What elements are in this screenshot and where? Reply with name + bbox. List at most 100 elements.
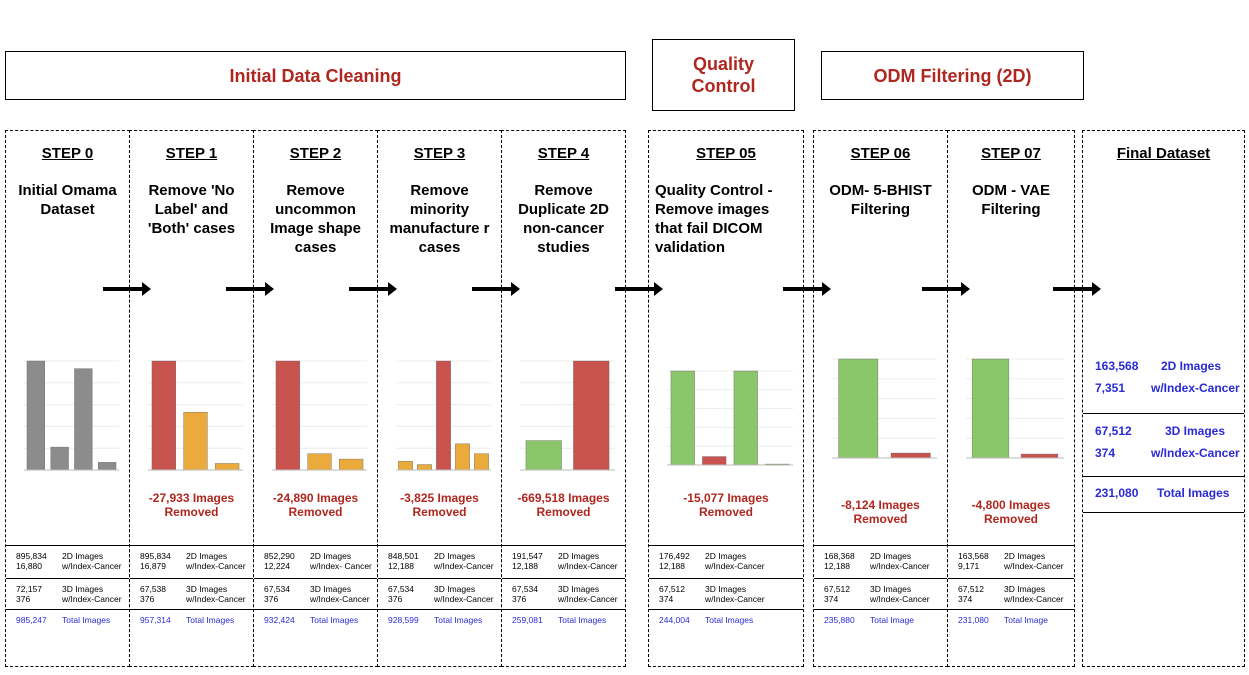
stat-label: 3D Images (558, 584, 600, 594)
stat-count: 12,224 (264, 561, 290, 571)
stats-2d-row: 895,834 2D Images 16,879 w/Index-Cancer (130, 545, 253, 571)
stat-label: 3D Images (310, 584, 352, 594)
chart-bar (455, 443, 470, 471)
chart-bar (436, 360, 451, 471)
chart-bar (398, 461, 413, 471)
step-bar-chart (148, 360, 243, 471)
stat-count: 12,188 (824, 561, 850, 571)
stat-count: 72,157 (16, 584, 42, 594)
step-title: STEP 06 (850, 145, 911, 162)
step-column-5: STEP 05 Quality Control - Remove images t… (648, 130, 804, 667)
step-column-2: STEP 2 Remove uncommon Image shape cases -… (253, 130, 378, 667)
stat-label: 3D Images (1004, 584, 1046, 594)
step-title: STEP 2 (289, 145, 342, 162)
chart-bar (183, 412, 208, 471)
stat-count: 67,512 (824, 584, 850, 594)
stat-count: 67,534 (264, 584, 290, 594)
chart-bar (733, 370, 758, 466)
chart-bar (74, 368, 93, 471)
step-description: Remove uncommon Image shape cases (270, 182, 361, 256)
stat-label: 2D Images (870, 551, 912, 561)
final-3d-cancer-count: 374 (1095, 446, 1116, 460)
stat-count: 374 (824, 594, 839, 604)
images-removed-label: -4,800 Images Removed (971, 498, 1051, 526)
step-bar-chart (272, 360, 367, 471)
total-count: 231,080 (958, 615, 989, 625)
chart-bar (275, 360, 300, 471)
total-count: 985,247 (16, 615, 47, 625)
stat-label: 2D Images (1004, 551, 1046, 561)
step-description: Remove minority manufacture r cases (389, 182, 490, 256)
stats-2d-row: 895,834 2D Images 16,880 w/Index-Cancer (6, 545, 129, 571)
stat-count: 376 (388, 594, 403, 604)
stat-label: 3D Images (870, 584, 912, 594)
stat-label: 3D Images (186, 584, 228, 594)
stat-count: 67,512 (958, 584, 984, 594)
stat-count: 16,879 (140, 561, 166, 571)
stat-count: 168,368 (824, 551, 855, 561)
stat-label: 2D Images (62, 551, 104, 561)
stats-2d-row: 191,547 2D Images 12,188 w/Index-Cancer (502, 545, 625, 571)
flow-arrow (783, 282, 831, 296)
step-bar-chart (396, 360, 491, 471)
step-column-4: STEP 4 Remove Duplicate 2D non-cancer stu… (501, 130, 626, 667)
stat-count: 9,171 (958, 561, 980, 571)
stat-count: 376 (264, 594, 279, 604)
stat-count: 67,512 (659, 584, 685, 594)
step-bar-chart (24, 360, 119, 471)
header-odm-filtering: ODM Filtering (2D) (821, 51, 1084, 100)
stat-count: 848,501 (388, 551, 419, 561)
stat-label: w/Index-Cancer (62, 561, 122, 571)
chart-bar (98, 462, 117, 471)
stats-3d-row: 67,512 3D Images 374 w/Index-Cancer (948, 578, 1074, 604)
flow-arrow (615, 282, 663, 296)
chart-bar (525, 440, 562, 471)
stats-total-row: 231,080 Total Image (948, 609, 1074, 625)
chart-bar (339, 458, 364, 471)
step-description: ODM- 5-BHIST Filtering (829, 182, 932, 218)
stat-count: 12,188 (512, 561, 538, 571)
stats-3d-row: 72,157 3D Images 376 w/Index-Cancer (6, 578, 129, 604)
step-description: Remove Duplicate 2D non-cancer studies (518, 182, 609, 256)
final-total-label: Total Images (1157, 486, 1230, 500)
step-description: Initial Omama Dataset (18, 182, 117, 218)
stat-count: 895,834 (16, 551, 47, 561)
stat-count: 67,538 (140, 584, 166, 594)
final-dataset-column: Final Dataset 163,568 2D Images 7,351 w/In… (1082, 130, 1245, 667)
chart-bar (215, 463, 240, 471)
stat-count: 176,492 (659, 551, 690, 561)
step-title: STEP 4 (537, 145, 590, 162)
chart-bar (573, 360, 610, 471)
flow-arrow (922, 282, 970, 296)
step-column-3: STEP 3 Remove minority manufacture r case… (377, 130, 502, 667)
stat-count: 376 (16, 594, 31, 604)
stat-count: 374 (958, 594, 973, 604)
total-count: 957,314 (140, 615, 171, 625)
step-title: STEP 07 (981, 145, 1041, 162)
stats-total-row: 957,314 Total Images (130, 609, 253, 625)
step-title: STEP 05 (696, 145, 756, 162)
stat-label: 3D Images (705, 584, 747, 594)
stat-label: w/Index-Cancer (870, 594, 930, 604)
flow-arrow (226, 282, 274, 296)
step-description: Quality Control - Remove images that fai… (655, 182, 773, 256)
chart-bar (50, 446, 69, 471)
step-bar-chart (966, 358, 1064, 459)
stats-total-row: 932,424 Total Images (254, 609, 377, 625)
stats-total-row: 244,004 Total Images (649, 609, 803, 625)
chart-bar (702, 456, 727, 466)
final-2d-cancer-label: w/Index-Cancer (1151, 381, 1240, 395)
total-count: 928,599 (388, 615, 419, 625)
total-label: Total Image (1004, 615, 1048, 625)
final-2d-count: 163,568 (1095, 359, 1139, 373)
stats-2d-row: 176,492 2D Images 12,188 w/Index-Cancer (649, 545, 803, 571)
flow-arrow (349, 282, 397, 296)
step-title: STEP 3 (413, 145, 466, 162)
stat-label: 3D Images (62, 584, 104, 594)
images-removed-label: -3,825 Images Removed (400, 491, 479, 519)
total-label: Total Images (558, 615, 607, 625)
total-count: 235,880 (824, 615, 855, 625)
stat-label: w/Index-Cancer (310, 594, 370, 604)
total-count: 244,004 (659, 615, 690, 625)
flow-arrow (1053, 282, 1101, 296)
